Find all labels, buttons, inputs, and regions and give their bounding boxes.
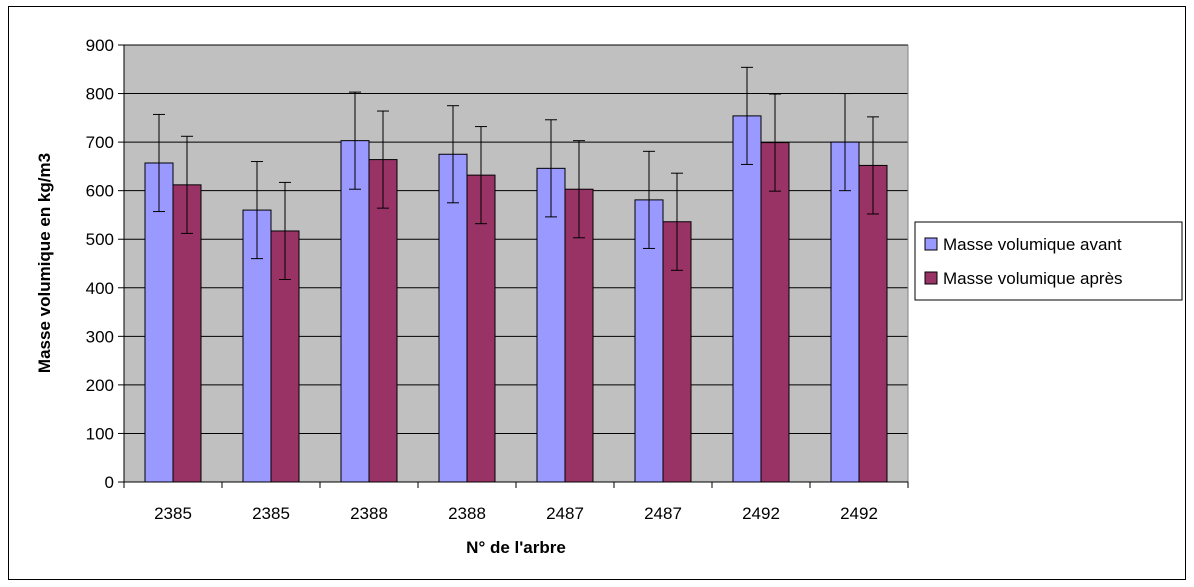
y-axis-title: Masse volumique en kg/m3 [35, 153, 54, 373]
x-tick-label-4: 2487 [546, 504, 584, 523]
legend: Masse volumique avant Masse volumique ap… [915, 222, 1182, 300]
y-tick-label-500: 500 [86, 230, 114, 249]
x-tick-label-6: 2492 [742, 504, 780, 523]
y-tick-label-900: 900 [86, 36, 114, 55]
bar-0-3 [439, 154, 467, 482]
x-tick-labels: 2385 2385 2388 2388 2487 2487 2492 2492 [154, 504, 878, 523]
y-tick-label-600: 600 [86, 182, 114, 201]
x-axis-title: N° de l'arbre [466, 538, 566, 557]
y-tick-label-300: 300 [86, 327, 114, 346]
bar-0-6 [733, 116, 761, 482]
y-tick-label-200: 200 [86, 376, 114, 395]
x-tick-label-3: 2388 [448, 504, 486, 523]
y-tick-label-700: 700 [86, 133, 114, 152]
plot-area [124, 45, 908, 482]
x-tick-label-2: 2388 [350, 504, 388, 523]
legend-swatch-avant [925, 238, 937, 250]
x-tick-label-1: 2385 [252, 504, 290, 523]
legend-label-avant: Masse volumique avant [943, 235, 1122, 254]
y-tick-label-0: 0 [105, 473, 114, 492]
bar-0-7 [831, 142, 859, 482]
y-tick-label-800: 800 [86, 85, 114, 104]
bar-1-6 [761, 143, 789, 482]
legend-box [915, 222, 1182, 300]
x-tick-label-0: 2385 [154, 504, 192, 523]
x-tick-label-5: 2487 [644, 504, 682, 523]
y-tick-label-100: 100 [86, 424, 114, 443]
y-tick-labels: 0 100 200 300 400 500 600 700 800 900 [86, 36, 114, 492]
x-tick-label-7: 2492 [840, 504, 878, 523]
y-tick-label-400: 400 [86, 279, 114, 298]
legend-swatch-apres [925, 272, 937, 284]
legend-label-apres: Masse volumique après [943, 269, 1123, 288]
bar-0-2 [341, 141, 369, 482]
